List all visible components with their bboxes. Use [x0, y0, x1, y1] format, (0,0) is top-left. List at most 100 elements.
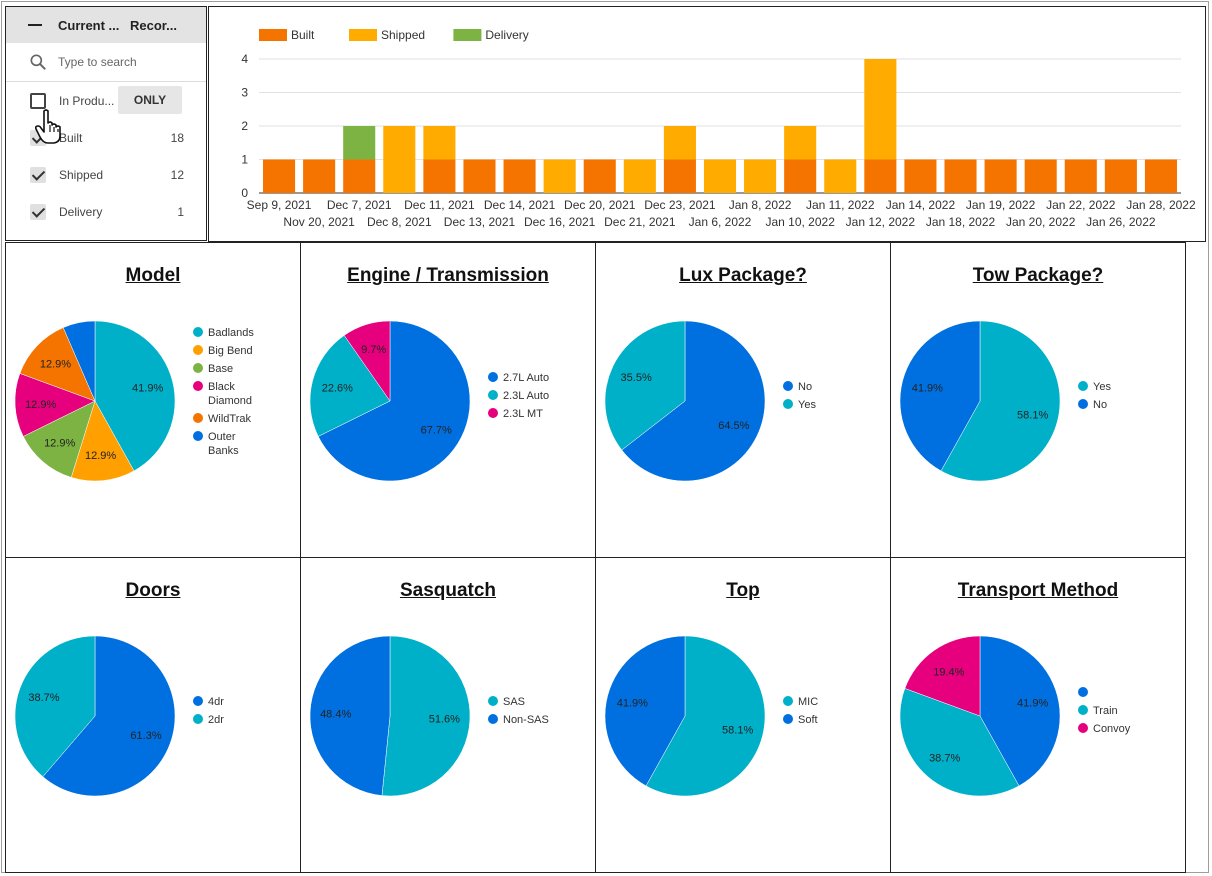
pie-chart-tow: 58.1% 41.9% Yes No [899, 320, 1111, 482]
pie-data-label: 35.5% [621, 372, 652, 384]
bar-segment [423, 159, 456, 193]
pie-slice [317, 320, 471, 482]
x-tick-label: Dec 7, 2021 [327, 198, 392, 212]
legend-marker [193, 431, 203, 441]
filter-item-label: Built [59, 130, 83, 145]
bar-segment [1104, 159, 1137, 193]
legend-marker [1078, 399, 1088, 409]
card-transport-method: Transport Method 41.9% 38.7% 19.4% Train Con… [890, 557, 1186, 873]
legend-label: MIC [798, 696, 818, 708]
filter-item-delivery[interactable]: Delivery 1 [6, 193, 206, 230]
pie-slice [94, 320, 176, 472]
bar-segment [703, 159, 737, 193]
pie-data-label: 41.9% [1017, 697, 1048, 709]
pie-slice [14, 635, 96, 778]
legend-marker [1078, 723, 1088, 733]
x-tick-label: Jan 18, 2022 [926, 215, 996, 229]
pie-chart-lux: 64.5% 35.5% No Yes [604, 320, 816, 482]
x-tick-label: Dec 8, 2021 [367, 215, 432, 229]
legend-label: 2dr [208, 714, 224, 726]
pie-data-label: 19.4% [933, 666, 964, 678]
filter-item-in-production[interactable]: In Produ... ONLY [6, 82, 206, 119]
pie-data-label: 41.9% [617, 697, 648, 709]
filter-search[interactable]: Type to search [6, 43, 206, 82]
card-top: Top 58.1% 41.9% MIC Soft [595, 557, 891, 873]
x-tick-label: Jan 8, 2022 [729, 198, 792, 212]
bar-segment [1064, 159, 1097, 193]
pie-slice [604, 320, 686, 451]
filter-header-column-2: Recor... [130, 17, 177, 33]
legend-marker [783, 714, 793, 724]
bar-chart-svg: Built Shipped Delivery 0 1 2 3 4 Sep 9, 2021 Nov … [241, 28, 1196, 229]
legend-marker [488, 390, 498, 400]
bar-segment [744, 159, 777, 193]
y-tick-label: 0 [241, 186, 248, 200]
x-tick-label: Dec 16, 2021 [524, 215, 596, 229]
only-button[interactable]: ONLY [118, 86, 182, 114]
bar-segment [583, 159, 616, 193]
card-lux-package: Lux Package? 64.5% 35.5% No Yes [595, 242, 891, 558]
bar-segment [343, 126, 376, 160]
legend-label: Convoy [1093, 723, 1131, 735]
x-tick-label: Dec 11, 2021 [404, 198, 475, 212]
legend-label: Yes [798, 399, 816, 411]
pie-slice [19, 327, 96, 402]
pie-slice [604, 635, 686, 787]
bar-segment [784, 159, 817, 193]
filter-control: Current ... Recor... Type to search In P… [5, 6, 207, 241]
minus-icon[interactable] [28, 19, 42, 31]
pie-data-label: 12.9% [40, 359, 71, 371]
x-tick-label: Jan 28, 2022 [1126, 198, 1196, 212]
filter-header-column-1: Current ... [58, 17, 120, 33]
pie-data-label: 67.7% [421, 425, 452, 437]
bar-segment [944, 159, 977, 193]
pie-chart-transport: 41.9% 38.7% 19.4% Train Convoy [899, 635, 1131, 797]
bar-segment [984, 159, 1017, 193]
pie-chart-engine: 67.7% 22.6% 9.7% 2.7L Auto 2.3L Auto 2.3L MT [309, 320, 549, 482]
checkbox-delivery[interactable] [30, 203, 46, 220]
pie-data-label: 9.7% [361, 344, 386, 356]
bar-segment [1144, 159, 1177, 193]
legend-marker [1078, 381, 1088, 391]
y-tick-label: 2 [241, 119, 248, 133]
legend-swatch [453, 29, 482, 41]
x-tick-label: Jan 19, 2022 [966, 198, 1036, 212]
filter-header[interactable]: Current ... Recor... [6, 7, 206, 43]
pie-data-label: 58.1% [1017, 410, 1048, 422]
search-input[interactable]: Type to search [58, 55, 137, 69]
x-tick-label: Jan 26, 2022 [1086, 215, 1156, 229]
bar-segment [663, 159, 696, 193]
pie-data-label: 48.4% [320, 708, 351, 720]
y-tick-label: 3 [241, 86, 248, 100]
legend-label: 2.3L MT [503, 408, 543, 420]
legend-label: 4dr [208, 696, 224, 708]
pie-slice [645, 635, 766, 797]
production-bar-chart: Built Shipped Delivery 0 1 2 3 4 Sep 9, 2021 Nov … [208, 6, 1206, 242]
bar-segment [543, 159, 576, 193]
checkbox-shipped[interactable] [30, 166, 46, 183]
pie-data-label: 61.3% [130, 730, 161, 742]
pie-chart-model: 41.9% 12.9% 12.9% 12.9% 12.9% Badlands Big Ben… [14, 320, 254, 482]
filter-item-count: 18 [170, 130, 184, 145]
pie-slice [381, 635, 471, 797]
pie-slice [904, 635, 981, 717]
card-title: Top [726, 580, 760, 601]
checkbox-in-production[interactable] [30, 92, 46, 109]
filter-item-shipped[interactable]: Shipped 12 [6, 156, 206, 193]
bar-segment [623, 159, 656, 193]
legend-label: Shipped [381, 28, 425, 42]
pie-data-label: 41.9% [912, 382, 943, 394]
legend-swatch [259, 29, 287, 41]
bar-segment [503, 159, 536, 193]
legend-label: 2.7L Auto [503, 372, 549, 384]
x-tick-label: Dec 21, 2021 [604, 215, 676, 229]
pie-data-label: 38.7% [929, 752, 960, 764]
card-title: Transport Method [957, 580, 1119, 601]
card-sasquatch: Sasquatch 51.6% 48.4% SAS Non-SAS [300, 557, 596, 873]
pie-slice [62, 320, 96, 402]
legend-label: Big Bend [208, 345, 253, 357]
legend-marker [783, 696, 793, 706]
filter-item-label: Delivery [59, 204, 103, 219]
legend-label: No [1093, 399, 1107, 411]
hand-cursor-icon [34, 109, 61, 144]
